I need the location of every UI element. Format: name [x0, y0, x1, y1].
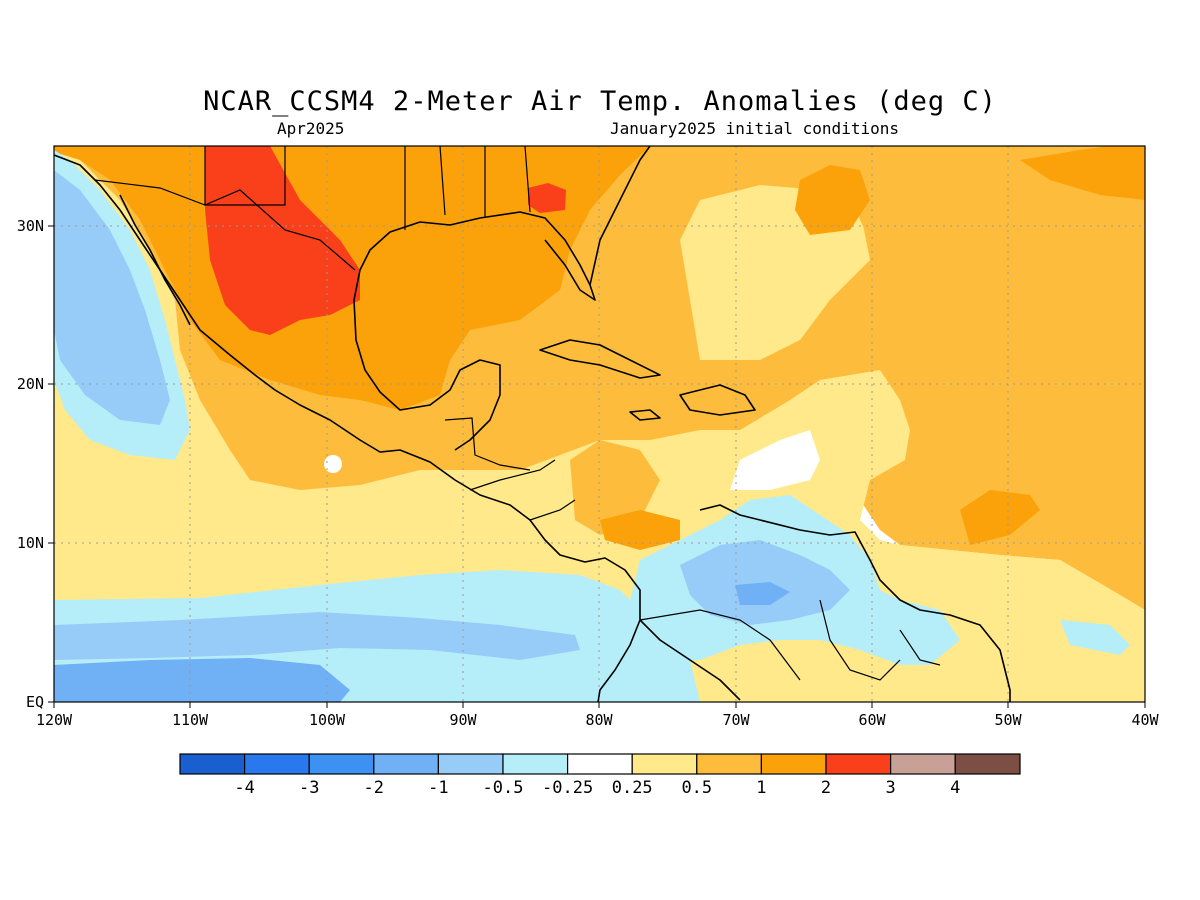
colorbar-label: 0.25: [612, 778, 653, 798]
initial-conditions: January2025 initial conditions: [610, 119, 899, 138]
map-title: NCAR_CCSM4 2-Meter Air Temp. Anomalies (…: [203, 86, 997, 117]
colorbar-label: 3: [885, 778, 895, 798]
colorbar-swatch: [889, 753, 956, 775]
x-tick-label: 90W: [449, 711, 477, 729]
coastlines: [54, 146, 1011, 702]
x-tick-label: 100W: [309, 711, 346, 729]
colorbar-label: 1: [756, 778, 766, 798]
colorbar-swatch: [954, 753, 1021, 775]
colorbar-label: 0.5: [681, 778, 712, 798]
colorbar-labels: -4 -3 -2 -1 -0.5 -0.25 0.25 0.5 1 2 3 4: [234, 778, 960, 798]
colorbar-swatch: [696, 753, 762, 775]
colorbar: [179, 753, 1021, 775]
x-tick-label: 40W: [1131, 711, 1159, 729]
x-tick-label: 80W: [585, 711, 613, 729]
colorbar-swatch: [437, 753, 504, 775]
colorbar-swatch: [373, 753, 439, 775]
country-borders: [94, 146, 941, 681]
y-tick-label: 10N: [17, 534, 44, 552]
colorbar-label: -1: [428, 778, 448, 798]
x-tick-label: 110W: [172, 711, 209, 729]
colorbar-swatch: [760, 753, 827, 775]
y-tick-label: EQ: [26, 693, 44, 711]
y-tick-label: 20N: [17, 375, 44, 393]
colorbar-label: -0.5: [483, 778, 524, 798]
colorbar-swatch: [631, 753, 698, 775]
colorbar-swatch: [244, 753, 310, 775]
colorbar-label: -3: [299, 778, 319, 798]
colorbar-swatch: [825, 753, 892, 775]
colorbar-swatch: [179, 753, 246, 775]
valid-period: Apr2025: [277, 119, 345, 138]
y-axis-labels: EQ 10N 20N 30N: [17, 217, 44, 711]
x-tick-label: 60W: [858, 711, 886, 729]
colorbar-label: -0.25: [542, 778, 593, 798]
colorbar-swatch: [502, 753, 569, 775]
colorbar-label: 4: [950, 778, 960, 798]
x-tick-label: 120W: [36, 711, 73, 729]
x-tick-label: 50W: [994, 711, 1022, 729]
colorbar-label: -4: [234, 778, 254, 798]
graticule: [54, 146, 1145, 702]
x-tick-label: 70W: [722, 711, 750, 729]
x-axis-labels: 120W 110W 100W 90W 80W 70W 60W 50W 40W: [36, 711, 1160, 729]
colorbar-swatch: [566, 753, 633, 775]
colorbar-label: 2: [821, 778, 831, 798]
colorbar-label: -2: [364, 778, 384, 798]
axis-ticks: [48, 225, 1146, 708]
anomaly-field: [54, 146, 1145, 702]
colorbar-swatch: [308, 753, 375, 775]
y-tick-label: 30N: [17, 217, 44, 235]
